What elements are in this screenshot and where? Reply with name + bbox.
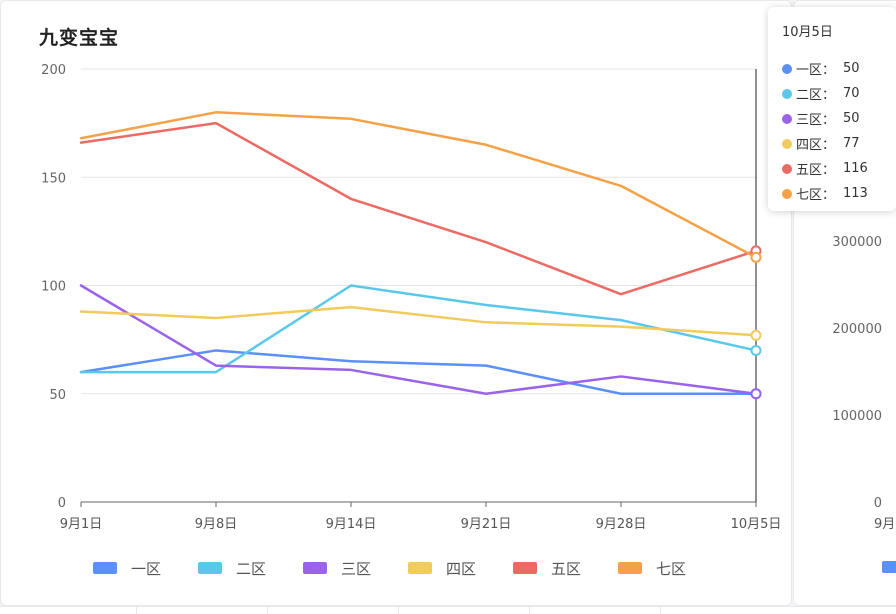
highlight-point bbox=[750, 329, 762, 341]
y-tick-label: 150 bbox=[41, 171, 66, 186]
x-tick-label: 9月1日 bbox=[60, 517, 103, 532]
legend-item[interactable]: 一区 bbox=[93, 555, 161, 581]
x-tick-label: 9月14日 bbox=[326, 517, 377, 532]
tooltip-value: 50 bbox=[843, 111, 860, 126]
series-line bbox=[79, 111, 758, 259]
x-tick-label: 9月21日 bbox=[461, 517, 512, 532]
tooltip-value: 50 bbox=[843, 61, 860, 76]
legend-item[interactable]: 四区 bbox=[408, 555, 476, 581]
legend-label: 三区 bbox=[341, 559, 372, 578]
legend-swatch bbox=[408, 562, 432, 574]
x-tick-label: 9月8日 bbox=[195, 517, 238, 532]
legend-label: 七区 bbox=[656, 559, 687, 578]
tooltip-dot bbox=[782, 88, 792, 99]
tooltip-dot bbox=[782, 163, 792, 174]
legend-label: 二区 bbox=[236, 559, 267, 578]
tooltip-value: 116 bbox=[843, 161, 868, 176]
tooltip-series-name: 二区： bbox=[796, 88, 836, 103]
main-line-chart: 0 50 100 150 200 9月1日 9月8日 9月14日 9月21日 9月28日 10月5日 bbox=[41, 63, 782, 532]
chart-title: 九变宝宝 bbox=[39, 27, 120, 49]
legend-label: 一区 bbox=[131, 559, 162, 578]
legend-label: 五区 bbox=[551, 559, 582, 578]
highlight-point bbox=[750, 388, 762, 400]
legend-item[interactable]: 二区 bbox=[198, 555, 266, 581]
series-line bbox=[79, 121, 758, 296]
side-y-tick-label: 200000 bbox=[832, 322, 882, 337]
tooltip-series-name: 一区： bbox=[796, 63, 836, 78]
tooltip-rows: 一区： 50 二区： 70 三区： 50 四区： 77 五区： 116 七区： 113 bbox=[782, 56, 896, 206]
tooltip-value: 113 bbox=[843, 186, 868, 201]
tooltip-row: 七区： 113 bbox=[782, 181, 896, 206]
tooltip-series-name: 七区： bbox=[796, 188, 836, 203]
series-line bbox=[79, 284, 758, 374]
legend-label: 四区 bbox=[446, 559, 477, 578]
y-tick-label: 200 bbox=[41, 63, 66, 78]
side-y-tick-label: 100000 bbox=[832, 409, 882, 424]
main-chart-card: 九变宝宝 0 50 100 150 200 9月1日 9月8日 9月14日 9月21日 9月28日… bbox=[0, 0, 792, 606]
tooltip-row: 一区： 50 bbox=[782, 56, 896, 81]
side-y-tick-label: 0 bbox=[874, 496, 882, 511]
y-tick-label: 50 bbox=[49, 388, 66, 403]
legend-swatch bbox=[618, 562, 642, 574]
x-tick-label: 9月28日 bbox=[596, 517, 647, 532]
tooltip-dot bbox=[782, 138, 792, 149]
highlight-point bbox=[750, 344, 762, 356]
legend-swatch bbox=[513, 562, 537, 574]
tooltip-series-name: 五区： bbox=[796, 163, 836, 178]
secondary-legend-swatch bbox=[882, 561, 896, 573]
chart-tooltip: 10月5日 一区： 50 二区： 70 三区： 50 四区： 77 五区： 116 七区： 113 bbox=[768, 7, 896, 211]
bottom-card-strip bbox=[0, 606, 896, 614]
strip-divider bbox=[529, 607, 530, 614]
chart-legend: 一区 二区 三区 四区 五区 七区 bbox=[1, 555, 793, 581]
legend-swatch bbox=[198, 562, 222, 574]
highlight-point bbox=[750, 251, 762, 263]
y-tick-label: 100 bbox=[41, 280, 66, 295]
x-tick-label: 10月5日 bbox=[731, 517, 782, 532]
y-tick-label: 0 bbox=[58, 496, 66, 511]
tooltip-dot bbox=[782, 63, 792, 74]
tooltip-value: 70 bbox=[843, 86, 860, 101]
strip-divider bbox=[660, 607, 661, 614]
legend-swatch bbox=[303, 562, 327, 574]
strip-divider bbox=[398, 607, 399, 614]
tooltip-series-name: 四区： bbox=[796, 138, 836, 153]
legend-item[interactable]: 七区 bbox=[618, 555, 686, 581]
tooltip-row: 四区： 77 bbox=[782, 131, 896, 156]
secondary-line-chart: 300000 200000 100000 0 9月 bbox=[832, 235, 895, 532]
legend-swatch bbox=[93, 562, 117, 574]
series-line bbox=[79, 305, 758, 337]
tooltip-row: 三区： 50 bbox=[782, 106, 896, 131]
tooltip-dot bbox=[782, 188, 792, 199]
tooltip-row: 二区： 70 bbox=[782, 81, 896, 106]
side-x-tick-label: 9月 bbox=[874, 517, 895, 532]
legend-item[interactable]: 三区 bbox=[303, 555, 371, 581]
tooltip-series-name: 三区： bbox=[796, 113, 836, 128]
side-y-tick-label: 300000 bbox=[832, 235, 882, 250]
tooltip-title: 10月5日 bbox=[782, 25, 833, 40]
series-line bbox=[79, 349, 758, 395]
tooltip-value: 77 bbox=[843, 136, 860, 151]
series-line bbox=[79, 284, 758, 395]
tooltip-dot bbox=[782, 113, 792, 124]
strip-divider bbox=[136, 607, 137, 614]
strip-divider bbox=[267, 607, 268, 614]
legend-item[interactable]: 五区 bbox=[513, 555, 581, 581]
tooltip-row: 五区： 116 bbox=[782, 156, 896, 181]
